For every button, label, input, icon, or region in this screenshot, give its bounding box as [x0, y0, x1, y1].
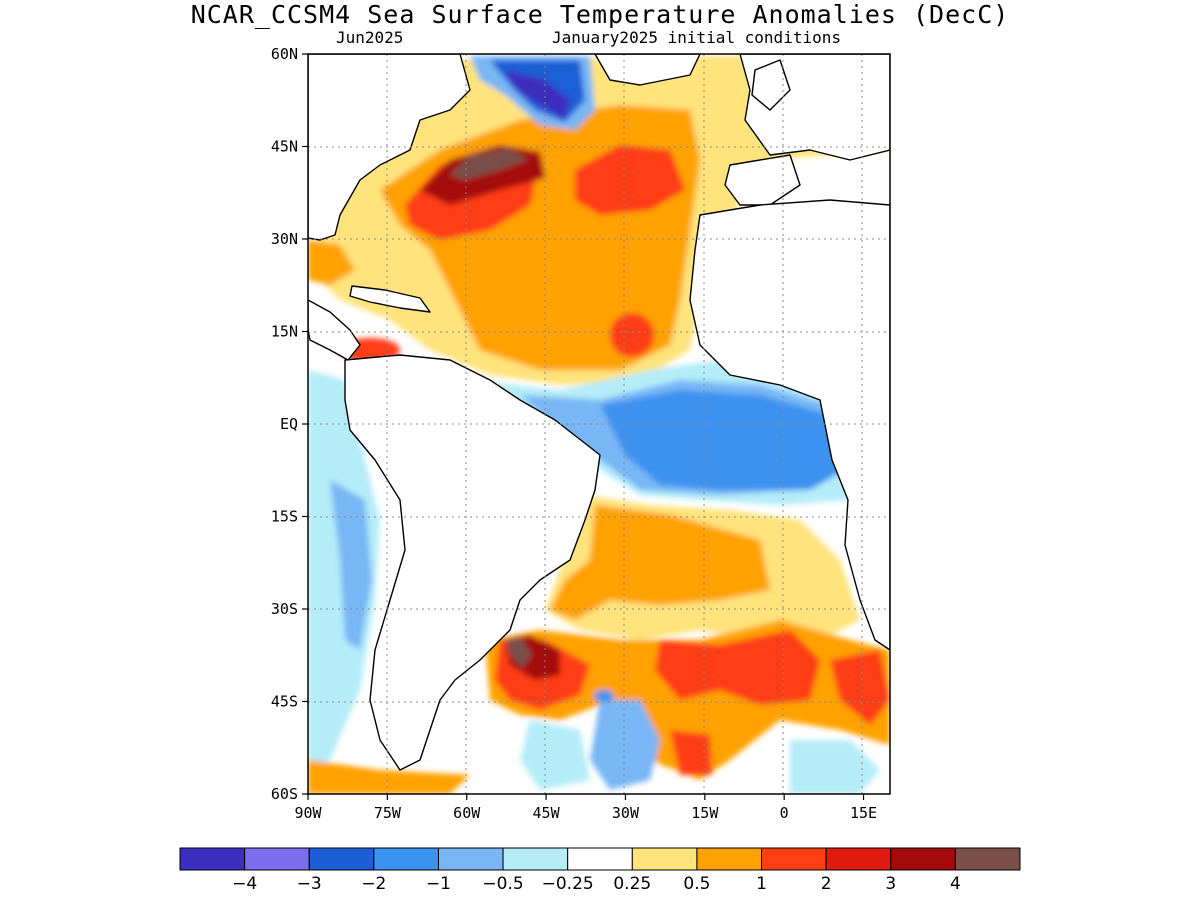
- colorbar-label: 2: [821, 874, 832, 894]
- colorbar-swatch: [244, 847, 310, 871]
- lat-tick-label: 60N: [271, 45, 298, 63]
- longitude-axis: 90W 75W 60W 45W 30W 15W 0 15E: [294, 794, 877, 822]
- colorbar-label: 4: [950, 874, 961, 894]
- lon-tick-label: 75W: [374, 804, 402, 822]
- colorbar-swatch: [437, 847, 504, 871]
- colorbar-swatch: [696, 847, 763, 871]
- lon-tick-label: 60W: [453, 804, 481, 822]
- latitude-axis: 60N 45N 30N 15N EQ 15S 30S 45S 60S: [271, 45, 308, 803]
- colorbar-swatch: [761, 847, 827, 871]
- colorbar-label: 3: [885, 874, 896, 894]
- colorbar-swatch: [502, 847, 569, 871]
- lon-tick-label: 15E: [850, 804, 877, 822]
- lon-tick-label: 45W: [533, 804, 561, 822]
- lat-tick-label: 15N: [271, 323, 298, 341]
- colorbar-label: −0.5: [482, 874, 523, 894]
- colorbar-label: −4: [232, 874, 257, 894]
- lat-tick-label: 45S: [271, 693, 298, 711]
- colorbar-label: −0.25: [542, 874, 594, 894]
- colorbar-swatch: [567, 847, 633, 871]
- colorbar-swatch: [825, 847, 892, 871]
- lon-tick-label: 0: [780, 804, 789, 822]
- lat-tick-label: 45N: [271, 138, 298, 156]
- colorbar-label: −2: [361, 874, 386, 894]
- lat-tick-label: 15S: [271, 508, 298, 526]
- colorbar-swatch: [308, 847, 375, 871]
- colorbar-swatch: [179, 847, 246, 871]
- lat-tick-label: 60S: [271, 785, 298, 803]
- initial-conditions-label: January2025 initial conditions: [552, 28, 841, 47]
- colorbar-label: 1: [756, 874, 767, 894]
- colorbar-swatch: [373, 847, 439, 871]
- colorbar-label: 0.5: [683, 874, 710, 894]
- colorbar-label: −3: [297, 874, 322, 894]
- forecast-month-label: Jun2025: [336, 28, 404, 47]
- colorbar-swatch: [631, 847, 698, 871]
- colorbar-swatch: [890, 847, 956, 871]
- colorbar: −4 −3 −2 −1 −0.5 −0.25 0.25 0.5 1 2 3 4: [179, 847, 1021, 894]
- gridlines: [308, 54, 890, 794]
- lon-tick-label: 30W: [612, 804, 640, 822]
- colorbar-swatch: [954, 847, 1021, 871]
- map-title: NCAR_CCSM4 Sea Surface Temperature Anoma…: [190, 0, 1010, 29]
- lat-tick-label: 30N: [271, 230, 298, 248]
- lon-tick-label: 90W: [294, 804, 322, 822]
- coastlines: [308, 54, 890, 771]
- colorbar-label: −1: [426, 874, 451, 894]
- lat-tick-label: EQ: [280, 415, 298, 433]
- lat-tick-label: 30S: [271, 600, 298, 618]
- lon-tick-label: 15W: [691, 804, 719, 822]
- colorbar-label: 0.25: [613, 874, 651, 894]
